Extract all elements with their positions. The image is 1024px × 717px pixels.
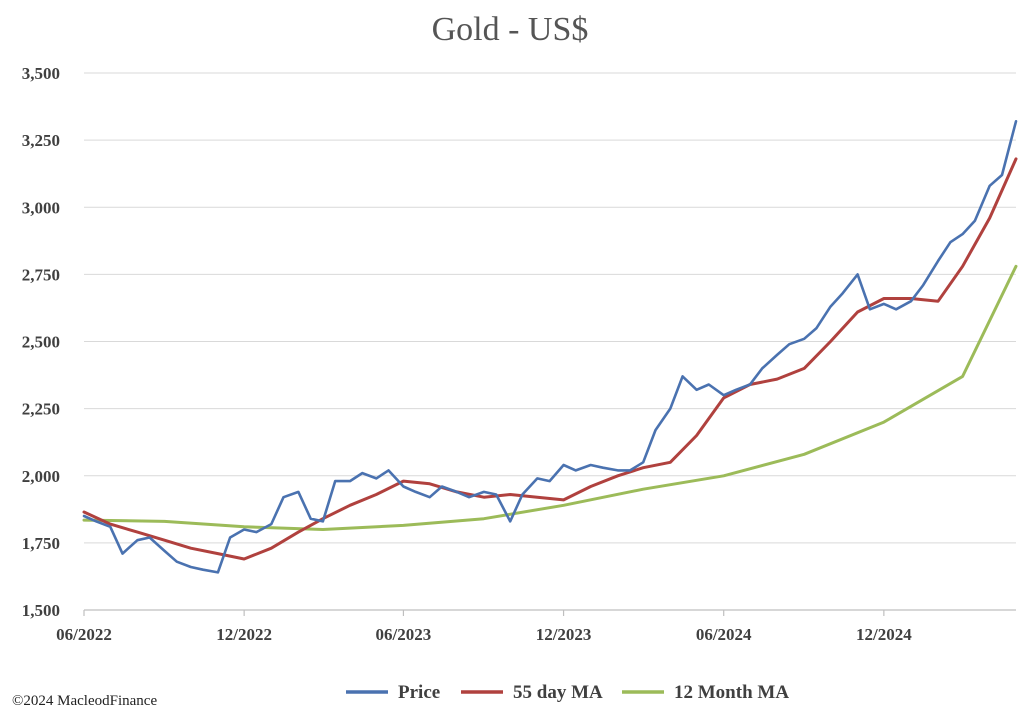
legend-label-55-day-ma: 55 day MA — [513, 682, 603, 703]
x-tick-label: 06/2022 — [56, 625, 112, 644]
gridlines — [84, 72, 1016, 544]
series-line-55-day-ma — [82, 157, 1018, 561]
y-axis-ticks: 1,500 1,750 2,000 2,250 2,500 2,750 3,000 3,250… — [22, 64, 60, 620]
y-tick-label: 2,750 — [22, 265, 60, 284]
series-lines — [82, 120, 1018, 574]
series-line-price — [82, 120, 1018, 574]
y-tick-label: 2,500 — [22, 333, 60, 352]
x-tick-label: 06/2023 — [376, 625, 432, 644]
y-tick-label: 3,000 — [22, 198, 60, 217]
chart-title: Gold - US$ — [432, 11, 589, 48]
x-axis-ticks: 06/2022 12/2022 06/2023 12/2023 06/2024 12/20… — [56, 610, 912, 644]
legend: Price 55 day MA 12 Month MA — [346, 682, 789, 703]
copyright-text: ©2024 MacleodFinance — [12, 693, 157, 709]
y-tick-label: 2,250 — [22, 400, 60, 419]
legend-label-12-month-ma: 12 Month MA — [674, 682, 789, 703]
y-tick-label: 1,750 — [22, 534, 60, 553]
y-tick-label: 1,500 — [22, 601, 60, 620]
y-tick-label: 3,250 — [22, 131, 60, 150]
y-tick-label: 2,000 — [22, 467, 60, 486]
x-tick-label: 12/2022 — [216, 625, 272, 644]
x-tick-label: 12/2023 — [536, 625, 592, 644]
y-tick-label: 3,500 — [22, 64, 60, 83]
legend-label-price: Price — [398, 682, 440, 703]
x-tick-label: 06/2024 — [696, 625, 752, 644]
x-tick-label: 12/2024 — [856, 625, 912, 644]
series-line-12-month-ma — [82, 264, 1018, 531]
